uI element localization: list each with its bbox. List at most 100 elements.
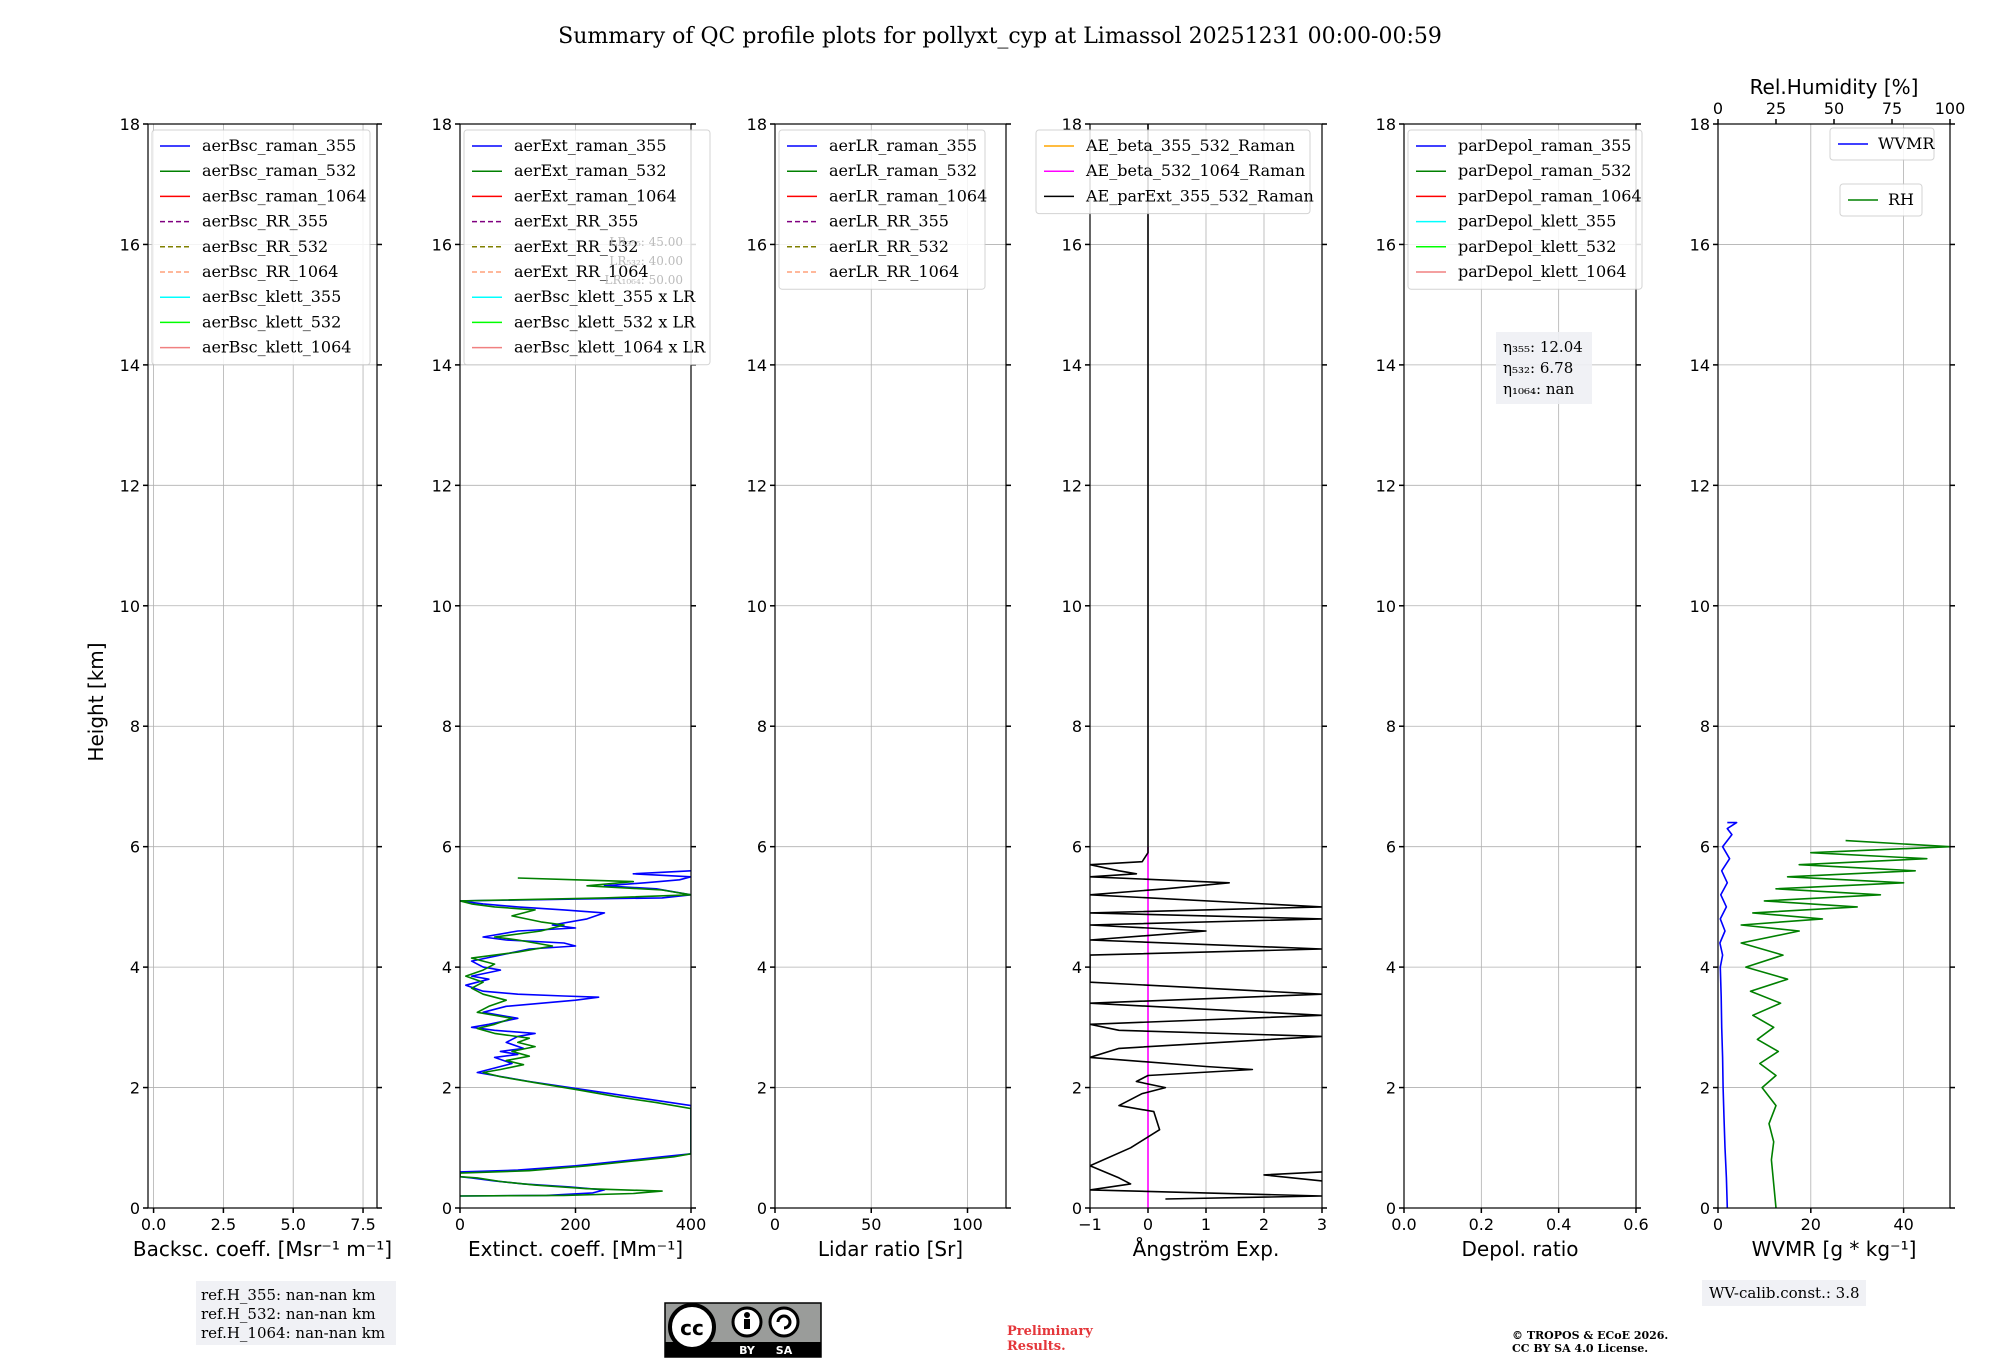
legend-box (1839, 183, 1923, 217)
top-x-axis-label: Rel.Humidity [%] (1750, 75, 1919, 99)
y-tick-label: 14 (120, 356, 140, 375)
y-tick-label: 4 (1386, 958, 1396, 977)
x-tick-label: 20 (1801, 1215, 1821, 1234)
plot-area (1090, 124, 1322, 1208)
y-tick-label: 2 (1700, 1079, 1710, 1098)
series-line-AE_parExt_355_532_Raman (1090, 124, 1322, 1200)
cc-license-badge: cc BY SA (664, 1302, 822, 1358)
legend-item-aerBsc_klett_355: aerBsc_klett_355 (202, 287, 341, 306)
legend-item-aerBsc_raman_355: aerBsc_raman_355 (202, 136, 356, 155)
lr-note: LR₃₅₅: 45.00 (609, 235, 683, 249)
by-label: BY (739, 1344, 756, 1357)
legend-item-aerBsc_RR_532: aerBsc_RR_532 (202, 237, 328, 256)
y-tick-label: 2 (757, 1079, 767, 1098)
y-tick-label: 8 (757, 717, 767, 736)
y-tick-label: 4 (130, 958, 140, 977)
legend-item-aerLR_raman_1064: aerLR_raman_1064 (829, 186, 987, 205)
y-tick-label: 12 (432, 476, 452, 495)
legend-item-aerBsc_raman_532: aerBsc_raman_532 (202, 161, 356, 180)
top-x-tick-label: 50 (1824, 99, 1844, 118)
y-tick-label: 6 (1072, 838, 1082, 857)
y-tick-label: 6 (1386, 838, 1396, 857)
legend-item-aerExt_raman_355: aerExt_raman_355 (514, 136, 667, 155)
x-axis-label: Depol. ratio (1461, 1237, 1578, 1261)
legend-item-parDepol_raman_532: parDepol_raman_532 (1458, 161, 1631, 180)
legend-item-aerExt_raman_1064: aerExt_raman_1064 (514, 186, 677, 205)
refH-box (196, 1281, 396, 1345)
legend-item-aerExt_RR_1064: aerExt_RR_1064 (514, 262, 649, 281)
panel-lidar_ratio: 0 2 4 6 8 10 12 14 16 18 0 50 100 Lidar ratio [Sr] aer… (747, 115, 1011, 1261)
top-x-tick-label: 75 (1882, 99, 1902, 118)
y-axis-label: Height [km] (84, 642, 108, 761)
y-tick-label: 12 (120, 476, 140, 495)
copyright-line2: CC BY SA 4.0 License. (1512, 1342, 1648, 1355)
y-tick-label: 0 (442, 1199, 452, 1218)
y-tick-label: 0 (1072, 1199, 1082, 1218)
plot-frame (1717, 123, 1951, 1209)
legend-item-parDepol_klett_1064: parDepol_klett_1064 (1458, 262, 1627, 281)
legend-item-parDepol_klett_355: parDepol_klett_355 (1458, 212, 1616, 231)
x-axis-label: WVMR [g * kg⁻¹] (1752, 1237, 1917, 1261)
legend-box (1035, 129, 1311, 215)
cc-icon (668, 1303, 716, 1351)
legend-item-aerExt_raman_532: aerExt_raman_532 (514, 161, 667, 180)
x-tick-label: 2 (1259, 1215, 1269, 1234)
y-tick-label: 10 (120, 597, 140, 616)
legend-item-aerLR_RR_532: aerLR_RR_532 (829, 237, 949, 256)
series-line-aerExt_raman_532 (460, 877, 691, 1197)
plot-area (1719, 821, 1950, 1208)
legend-item-AE_beta_532_1064_Raman: AE_beta_532_1064_Raman (1085, 161, 1305, 180)
lr-note: LR₁₀₆₄: 50.00 (605, 273, 683, 287)
wv-calib-annotation: WV-calib.const.: 3.8 (1702, 1280, 1866, 1306)
legend-item-parDepol_klett_532: parDepol_klett_532 (1458, 237, 1616, 256)
y-tick-label: 16 (1690, 235, 1710, 254)
sa-icon-arrow (776, 1314, 792, 1330)
legend-item-aerLR_RR_1064: aerLR_RR_1064 (829, 262, 959, 281)
top-x-tick-label: 100 (1935, 99, 1966, 118)
refH-355: ref.H_355: nan-nan km (201, 1286, 376, 1304)
x-tick-label: 200 (560, 1215, 591, 1234)
y-tick-label: 14 (1376, 356, 1396, 375)
eta-1064: η₁₀₆₄: nan (1503, 380, 1574, 398)
y-tick-label: 14 (1690, 356, 1710, 375)
y-tick-label: 8 (442, 717, 452, 736)
series-line-WVMR (1719, 821, 1738, 1208)
legend-item-aerExt_RR_532: aerExt_RR_532 (514, 237, 638, 256)
panel-depol: 0 2 4 6 8 10 12 14 16 18 0.0 0.2 0.4 0.6 Depol. ratio p… (1376, 115, 1649, 1261)
y-tick-label: 14 (432, 356, 452, 375)
x-tick-label: 0.0 (1391, 1215, 1416, 1234)
eta-box (1496, 332, 1592, 404)
y-tick-label: 2 (1386, 1079, 1396, 1098)
legend-item-parDepol_raman_1064: parDepol_raman_1064 (1458, 186, 1642, 205)
y-tick-label: 8 (1072, 717, 1082, 736)
y-tick-label: 4 (757, 958, 767, 977)
y-tick-label: 14 (747, 356, 767, 375)
refH-annotation: ref.H_355: nan-nan km ref.H_532: nan-nan… (196, 1281, 396, 1345)
y-tick-label: 12 (1062, 476, 1082, 495)
y-tick-label: 18 (432, 115, 452, 134)
x-tick-label: 40 (1893, 1215, 1913, 1234)
top-x-tick-label: 25 (1766, 99, 1786, 118)
y-tick-label: 0 (130, 1199, 140, 1218)
x-tick-label: 1 (1201, 1215, 1211, 1234)
x-tick-label: 0.0 (141, 1215, 166, 1234)
y-tick-label: 10 (747, 597, 767, 616)
legend-item-aerBsc_klett_532 x LR: aerBsc_klett_532 x LR (514, 312, 696, 331)
legend-item-aerLR_raman_532: aerLR_raman_532 (829, 161, 977, 180)
y-tick-label: 16 (432, 235, 452, 254)
y-tick-label: 0 (1700, 1199, 1710, 1218)
plot-area (460, 870, 691, 1197)
y-tick-label: 6 (757, 838, 767, 857)
legend-item-aerExt_RR_355: aerExt_RR_355 (514, 212, 638, 231)
y-tick-label: 10 (1376, 597, 1396, 616)
x-tick-label: 0.6 (1623, 1215, 1648, 1234)
legend-item-aerBsc_klett_1064: aerBsc_klett_1064 (202, 338, 351, 357)
y-tick-label: 10 (1062, 597, 1082, 616)
legend-item-aerBsc_raman_1064: aerBsc_raman_1064 (202, 186, 367, 205)
by-icon-body (744, 1319, 750, 1329)
x-tick-label: 0 (770, 1215, 780, 1234)
legend-box (463, 129, 711, 366)
wv-calib-text: WV-calib.const.: 3.8 (1709, 1284, 1860, 1302)
